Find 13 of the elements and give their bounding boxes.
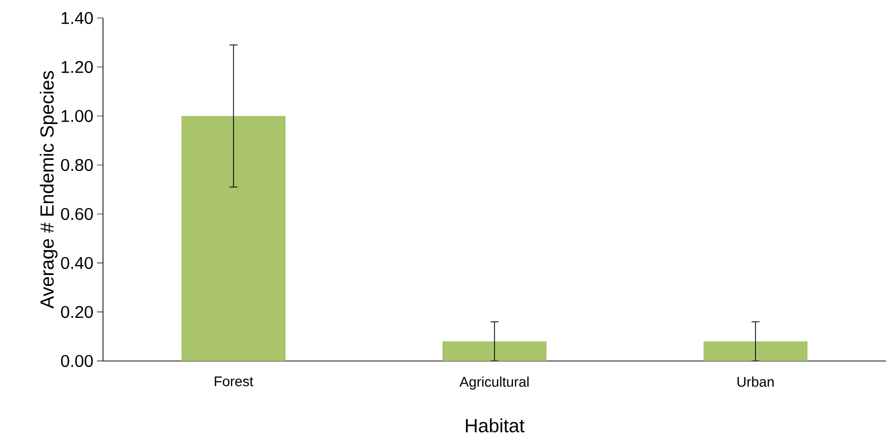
y-tick-label: 0.80 bbox=[61, 158, 93, 172]
x-tick-label: Forest bbox=[214, 376, 254, 386]
y-tick-label: 0.60 bbox=[61, 208, 93, 220]
y-tick-label: 0.00 bbox=[61, 354, 93, 368]
x-tick-label: Agricultural bbox=[460, 376, 529, 390]
y-tick-label: 1.40 bbox=[62, 12, 93, 24]
x-tick-label: Urban bbox=[738, 376, 774, 387]
y-tick-label: 0.40 bbox=[61, 256, 93, 270]
y-tick-label: 1.00 bbox=[62, 110, 93, 122]
y-axis-title: Average # Endemic Species bbox=[40, 71, 58, 309]
x-axis-title: Habitat bbox=[466, 418, 524, 432]
y-tick-label: 0.20 bbox=[61, 306, 93, 318]
y-tick-label: 1.20 bbox=[62, 60, 93, 74]
